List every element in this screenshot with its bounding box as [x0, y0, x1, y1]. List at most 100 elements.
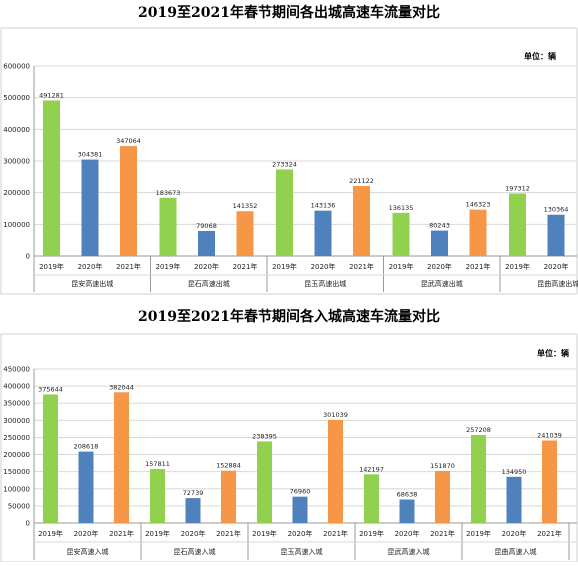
bar: [120, 146, 137, 256]
y-tick-label: 100000: [3, 485, 30, 493]
bar: [542, 440, 557, 523]
bar: [43, 394, 58, 523]
x-tick-label: 2020年: [78, 262, 103, 271]
x-tick-label: 2019年: [252, 529, 277, 538]
bar: [314, 210, 332, 256]
bar: [471, 434, 486, 523]
x-tick-label: 2020年: [181, 529, 206, 538]
data-label: 157811: [145, 460, 170, 468]
y-tick-label: 300000: [3, 158, 30, 166]
x-tick-label: 2019年: [272, 262, 297, 271]
data-label: 238395: [252, 432, 277, 440]
x-tick-label: 2019年: [359, 529, 384, 538]
data-label: 491281: [39, 91, 64, 99]
data-label: 241039: [537, 432, 562, 440]
unit-label: 单位：辆: [524, 51, 556, 61]
x-tick-label: 2021年: [116, 262, 141, 271]
bar: [221, 470, 236, 523]
data-label: 382044: [109, 383, 134, 391]
x-tick-label: 2020年: [502, 529, 527, 538]
group-label: 昆安高速出城: [71, 279, 113, 288]
y-tick-label: 50000: [8, 502, 30, 510]
data-label: 301039: [323, 411, 348, 419]
x-tick-label: 2019年: [38, 529, 63, 538]
data-label: 304381: [78, 151, 103, 159]
x-tick-label: 2021年: [233, 262, 258, 271]
data-label: 72739: [183, 489, 204, 497]
y-tick-label: 300000: [3, 417, 30, 425]
group-label: 昆曲高速入城: [495, 547, 537, 556]
data-label: 197312: [505, 185, 530, 193]
data-label: 146323: [466, 201, 491, 209]
group-label: 昆玉高速入城: [281, 547, 323, 556]
data-label: 143136: [311, 202, 336, 210]
data-label: 80243: [429, 222, 450, 230]
group-label: 昆石高速入城: [174, 547, 216, 556]
chart-title: 2019至2021年春节期间各入城高速车流量对比: [138, 308, 440, 325]
group-label: 昆石高速出城: [188, 279, 230, 288]
y-tick-label: 0: [26, 253, 30, 261]
data-label: 79068: [196, 222, 217, 230]
data-label: 130364: [544, 206, 569, 214]
x-tick-label: 2019年: [466, 529, 491, 538]
data-label: 142197: [359, 465, 384, 473]
x-tick-label: 2020年: [74, 529, 99, 538]
data-label: 134950: [502, 468, 527, 476]
bar: [292, 496, 308, 523]
y-tick-label: 200000: [3, 189, 30, 197]
x-tick-label: 2019年: [505, 262, 530, 271]
x-tick-label: 2020年: [544, 262, 569, 271]
y-tick-label: 150000: [3, 468, 30, 476]
group-label: 昆安高速入城: [67, 547, 109, 556]
x-tick-label: 2020年: [288, 529, 313, 538]
bar: [469, 209, 487, 256]
data-label: 257208: [466, 426, 491, 434]
data-label: 347064: [116, 137, 141, 145]
y-tick-label: 200000: [3, 451, 30, 459]
data-label: 375644: [38, 385, 63, 393]
bar: [78, 451, 94, 523]
data-label: 136135: [389, 204, 414, 212]
data-label: 221122: [349, 177, 374, 185]
y-tick-label: 400000: [3, 126, 30, 134]
x-tick-label: 2021年: [109, 529, 134, 538]
x-tick-label: 2019年: [145, 529, 170, 538]
bar: [353, 185, 370, 256]
group-label: 昆武高速出城: [421, 279, 463, 288]
bar: [364, 474, 379, 523]
bar: [257, 441, 272, 523]
x-tick-label: 2019年: [39, 262, 64, 271]
bar: [81, 159, 99, 256]
bar: [509, 193, 526, 256]
group-label: 昆武高速入城: [388, 547, 430, 556]
data-label: 273324: [272, 160, 297, 168]
bar: [114, 392, 129, 523]
x-tick-label: 2021年: [430, 529, 455, 538]
x-tick-label: 2021年: [216, 529, 241, 538]
bar: [236, 211, 254, 256]
x-tick-label: 2020年: [427, 262, 452, 271]
x-tick-label: 2021年: [537, 529, 562, 538]
data-label: 76960: [290, 488, 311, 496]
y-tick-label: 450000: [3, 366, 30, 374]
bar: [276, 169, 293, 256]
y-tick-label: 600000: [3, 63, 30, 71]
y-tick-label: 100000: [3, 221, 30, 229]
data-label: 141352: [233, 202, 258, 210]
bar: [185, 498, 201, 523]
group-label: 昆玉高速出城: [304, 279, 346, 288]
data-label: 151870: [430, 462, 455, 470]
x-tick-label: 2019年: [156, 262, 181, 271]
x-tick-label: 2021年: [349, 262, 374, 271]
data-label: 68638: [397, 491, 418, 499]
bar: [399, 499, 415, 523]
bar: [506, 476, 522, 523]
data-label: 208618: [74, 443, 99, 451]
x-tick-label: 2021年: [466, 262, 491, 271]
y-tick-label: 500000: [3, 94, 30, 102]
group-label: 昆曲高速出城: [537, 279, 578, 288]
bar: [150, 468, 165, 523]
